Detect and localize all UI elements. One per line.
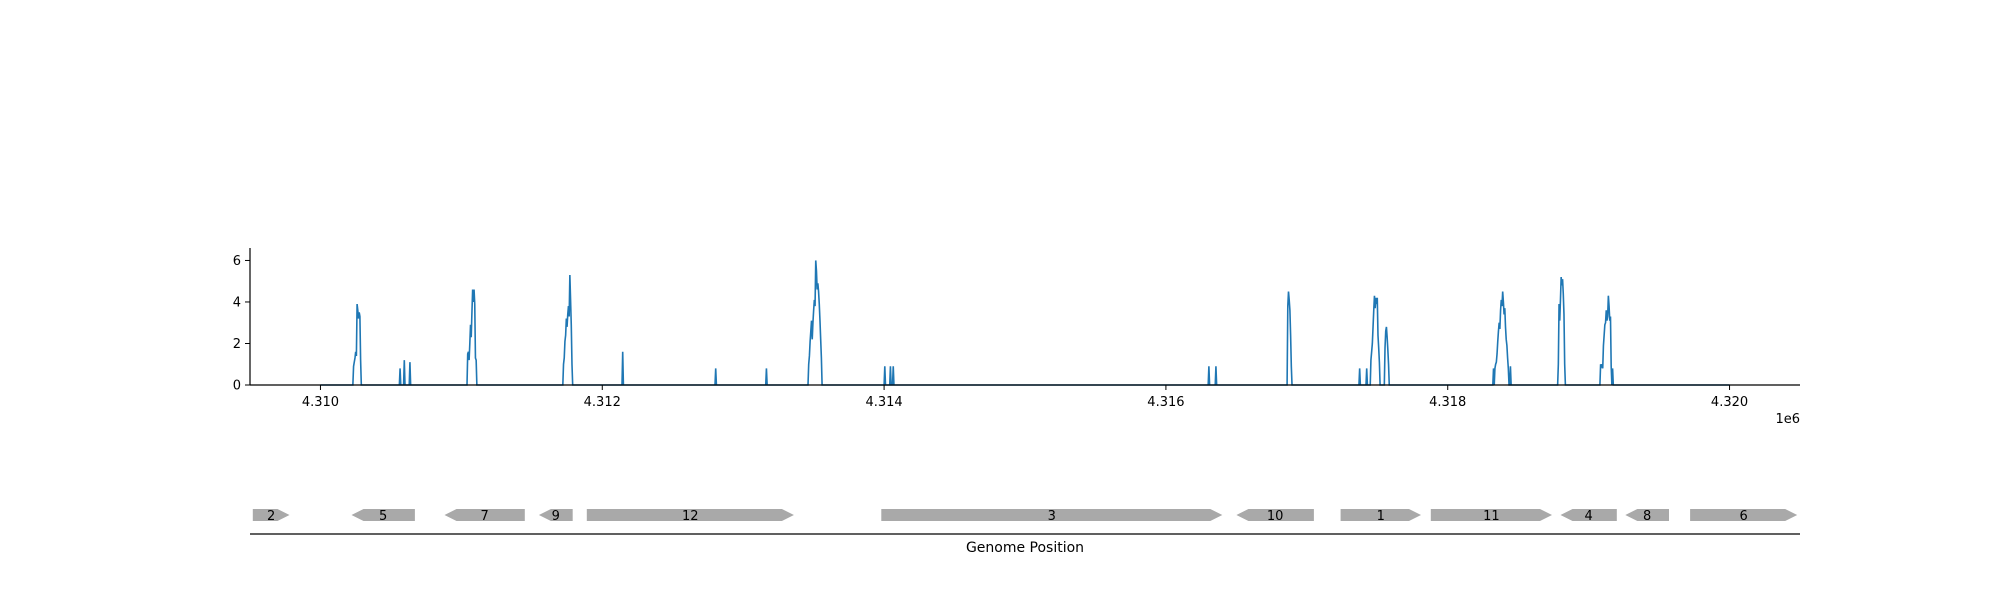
gene-arrow bbox=[1236, 509, 1314, 521]
gene-label: 9 bbox=[552, 509, 560, 524]
gene-arrow bbox=[1430, 509, 1552, 521]
gene-label: 7 bbox=[480, 509, 488, 524]
y-tick-label: 4 bbox=[233, 295, 241, 310]
gene-arrow bbox=[881, 509, 1223, 521]
y-tick-label: 6 bbox=[233, 254, 241, 269]
gene-label: 10 bbox=[1267, 509, 1284, 524]
x-axis-offset-label: 1e6 bbox=[1775, 412, 1800, 427]
gene-label: 6 bbox=[1739, 509, 1747, 524]
x-tick-label: 4.320 bbox=[1711, 395, 1748, 410]
x-axis-ticks: 4.310 4.312 4.314 4.316 4.318 4.320 bbox=[302, 385, 1748, 410]
gene-label: 12 bbox=[682, 509, 699, 524]
gene-label: 11 bbox=[1483, 509, 1500, 524]
gene-arrow bbox=[1340, 509, 1421, 521]
gene-arrow bbox=[1690, 509, 1798, 521]
gene-arrow bbox=[586, 509, 794, 521]
gene-label: 8 bbox=[1643, 509, 1651, 524]
y-tick-label: 0 bbox=[233, 379, 241, 394]
gene-arrow bbox=[252, 509, 290, 521]
gene-label: 2 bbox=[267, 509, 275, 524]
y-tick-label: 2 bbox=[233, 337, 241, 352]
gene-label: 4 bbox=[1584, 509, 1592, 524]
x-tick-label: 4.310 bbox=[302, 395, 339, 410]
gene-track-xlabel: Genome Position bbox=[966, 540, 1084, 556]
gene-label: 5 bbox=[379, 509, 387, 524]
x-tick-label: 4.312 bbox=[584, 395, 621, 410]
coverage-series-line bbox=[320, 260, 1730, 386]
gene-label: 1 bbox=[1377, 509, 1385, 524]
x-tick-label: 4.316 bbox=[1147, 395, 1184, 410]
coverage-plot: 4.310 4.312 4.314 4.316 4.318 4.320 0 2 4 6 1e6 bbox=[233, 248, 1800, 427]
gene-arrow bbox=[351, 509, 415, 521]
gene-label: 3 bbox=[1048, 509, 1056, 524]
x-tick-label: 4.314 bbox=[865, 395, 902, 410]
gene-arrow bbox=[444, 509, 525, 521]
gene-arrow bbox=[538, 509, 573, 521]
y-axis-ticks: 0 2 4 6 bbox=[233, 254, 250, 394]
gene-arrow bbox=[1625, 509, 1669, 521]
gene-arrow bbox=[1560, 509, 1617, 521]
x-tick-label: 4.318 bbox=[1429, 395, 1466, 410]
gene-track: 2 5 7 9 12 3 10 1 11 4 8 6 Genome Position bbox=[250, 509, 1800, 556]
gene-arrows: 2 5 7 9 12 3 10 1 11 4 8 6 bbox=[252, 509, 1798, 524]
